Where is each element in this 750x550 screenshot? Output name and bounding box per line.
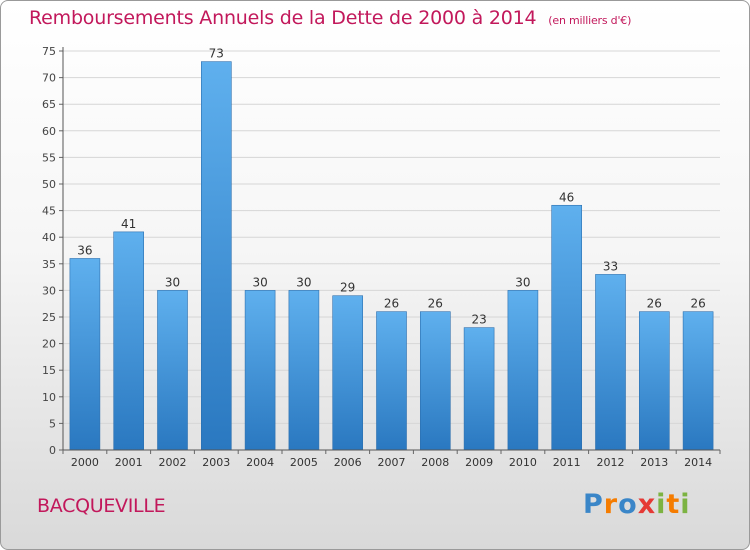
bar-2008 (419, 311, 451, 451)
bar-2005 (288, 290, 320, 451)
data-label: 26 (384, 297, 399, 311)
bar-2010 (507, 290, 539, 451)
y-tick-label: 65 (42, 98, 56, 111)
data-labels: 36 41 30 73 30 30 29 26 26 23 30 46 33 26 26 (77, 47, 705, 327)
bar-2007 (376, 311, 407, 451)
data-label: 30 (515, 275, 530, 289)
bars (69, 61, 714, 451)
y-tick-label: 70 (42, 72, 56, 85)
x-tick-label: 2002 (159, 456, 187, 469)
x-tick-label: 2000 (71, 456, 99, 469)
y-tick-label: 40 (42, 231, 56, 244)
logo-letter: P (583, 489, 604, 520)
bar-2006 (332, 295, 364, 451)
y-tick-label: 50 (42, 178, 56, 191)
bar-2012 (595, 274, 626, 451)
bar-2001 (113, 231, 144, 451)
x-tick-label: 2014 (684, 456, 712, 469)
y-tick-label: 30 (42, 284, 56, 297)
x-tick-label: 2010 (509, 456, 537, 469)
x-tick-labels: 2000 2001 2002 2003 2004 2005 2006 2007 2008 2009… (62, 450, 721, 469)
bar-2009 (463, 327, 495, 451)
y-tick-label: 20 (42, 338, 56, 351)
bar-2014 (682, 311, 714, 451)
y-tick-label: 0 (49, 444, 56, 457)
bar-2004 (244, 290, 276, 451)
y-tick-label: 5 (49, 417, 56, 430)
x-tick-label: 2006 (334, 456, 362, 469)
chart-title-unit: (en milliers d'€) (548, 14, 632, 27)
y-tick-labels: 0 5 10 15 20 25 30 35 40 45 50 55 60 65 70 75 (42, 45, 56, 457)
logo-letter: i (680, 489, 691, 520)
data-label: 26 (428, 297, 443, 311)
data-label: 41 (121, 217, 136, 231)
data-label: 23 (471, 313, 486, 327)
logo-letter: o (618, 489, 638, 520)
logo-letter: i (656, 489, 667, 520)
x-tick-label: 2013 (640, 456, 668, 469)
x-tick-label: 2009 (465, 456, 493, 469)
x-tick-label: 2008 (421, 456, 449, 469)
data-label: 46 (559, 190, 574, 204)
axes (62, 47, 720, 451)
bar-2002 (157, 290, 188, 451)
x-tick-label: 2003 (202, 456, 230, 469)
y-tick-label: 15 (42, 364, 56, 377)
data-label: 30 (165, 275, 180, 289)
data-label: 36 (77, 243, 92, 257)
logo-letter: t (666, 489, 681, 520)
x-tick-label: 2011 (553, 456, 581, 469)
logo-letter: x (637, 489, 657, 520)
y-tick-label: 55 (42, 151, 56, 164)
y-tick-label: 75 (42, 45, 56, 58)
y-tick-label: 35 (42, 258, 56, 271)
data-label: 26 (690, 297, 705, 311)
x-tick-label: 2012 (597, 456, 625, 469)
data-label: 73 (209, 47, 224, 61)
x-tick-label: 2001 (115, 456, 143, 469)
data-label: 29 (340, 281, 355, 295)
x-tick-label: 2005 (290, 456, 318, 469)
logo-letter: r (603, 489, 619, 520)
y-tick-label: 25 (42, 311, 56, 324)
chart-title-main: Remboursements Annuels de la Dette de 20… (29, 7, 537, 29)
x-tick-label: 2007 (378, 456, 406, 469)
proxiti-logo: Proxiti (583, 489, 691, 520)
data-label: 33 (603, 259, 618, 273)
data-label: 26 (647, 297, 662, 311)
y-tick-label: 60 (42, 125, 56, 138)
bar-2011 (551, 204, 583, 451)
bar-2000 (69, 258, 101, 451)
chart-title: Remboursements Annuels de la Dette de 20… (29, 7, 631, 29)
bar-2003 (201, 61, 232, 451)
data-label: 30 (296, 275, 311, 289)
y-tick-label: 45 (42, 205, 56, 218)
data-label: 30 (252, 275, 267, 289)
y-tick-label: 10 (42, 391, 56, 404)
x-tick-label: 2004 (246, 456, 274, 469)
bar-2013 (638, 311, 670, 451)
commune-name: BACQUEVILLE (37, 495, 166, 517)
